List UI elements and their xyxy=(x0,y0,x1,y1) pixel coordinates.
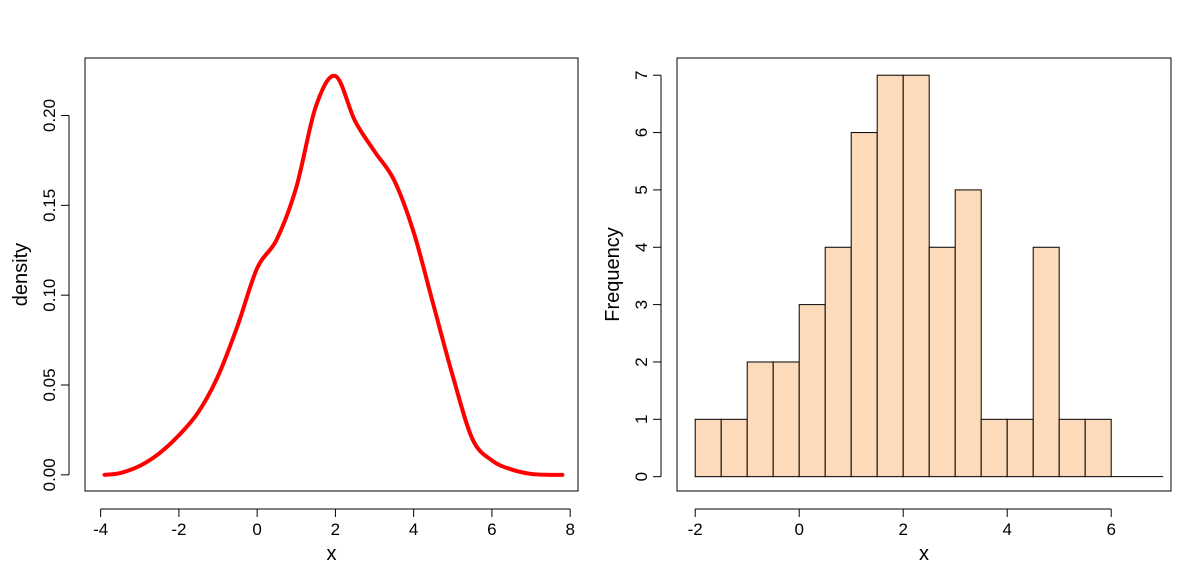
y-tick-label: 7 xyxy=(632,70,651,79)
y-tick-label: 0.15 xyxy=(40,189,59,222)
y-tick-label: 5 xyxy=(632,185,651,194)
histogram-bar xyxy=(850,132,878,478)
density-plot-panel: -4 -2 0 2 4 6 8 0.00 0.05 0.10 0.15 0.20 x density xyxy=(10,57,579,565)
x-tick-label: -4 xyxy=(93,520,108,539)
y-tick-label: 6 xyxy=(632,128,651,137)
y-tick-label: 0.05 xyxy=(40,368,59,401)
y-tick-label: 0 xyxy=(632,472,651,481)
x-tick-label: -2 xyxy=(171,520,186,539)
y-tick-label: 1 xyxy=(632,415,651,424)
histogram-bar xyxy=(772,361,800,478)
histogram-bar xyxy=(980,418,1008,478)
histogram-bar xyxy=(694,418,722,478)
y-tick-label: 4 xyxy=(632,243,651,252)
x-tick-label: 0 xyxy=(794,520,803,539)
histogram-bar xyxy=(902,74,930,478)
histogram-bar xyxy=(798,304,826,478)
histogram-bar xyxy=(720,418,748,478)
y-axis-title: Frequency xyxy=(602,227,624,322)
y-tick-label: 0.00 xyxy=(40,458,59,491)
histogram-bar xyxy=(824,246,852,478)
x-tick-label: 8 xyxy=(565,520,574,539)
x-tick-label: -2 xyxy=(688,520,703,539)
y-tick-label: 0.20 xyxy=(40,99,59,132)
x-tick-label: 6 xyxy=(1106,520,1115,539)
y-tick-label: 0.10 xyxy=(40,279,59,312)
histogram-panel: -2 0 2 4 6 0 1 2 3 4 5 6 7 x Frequency xyxy=(602,57,1172,565)
histogram-bar xyxy=(746,361,774,478)
histogram-bar xyxy=(1084,418,1112,478)
x-tick-label: 2 xyxy=(331,520,340,539)
x-tick-label: 4 xyxy=(1002,520,1011,539)
histogram-bar xyxy=(1006,418,1034,478)
y-axis-title: density xyxy=(10,243,32,306)
x-tick-label: 2 xyxy=(898,520,907,539)
x-tick-label: 0 xyxy=(252,520,261,539)
x-axis-title: x xyxy=(327,543,337,565)
x-tick-label: 4 xyxy=(409,520,418,539)
y-tick-label: 2 xyxy=(632,357,651,366)
plot-frame xyxy=(84,57,579,492)
histogram-bar xyxy=(954,189,982,478)
histogram-bar xyxy=(928,246,956,478)
y-tick-label: 3 xyxy=(632,300,651,309)
histogram-bar xyxy=(876,74,904,478)
x-axis-title: x xyxy=(919,543,929,565)
histogram-bar xyxy=(1032,246,1060,478)
density-curve-line xyxy=(102,73,565,477)
histogram-bar xyxy=(1058,418,1086,478)
plot-frame xyxy=(676,57,1172,492)
x-tick-label: 6 xyxy=(487,520,496,539)
